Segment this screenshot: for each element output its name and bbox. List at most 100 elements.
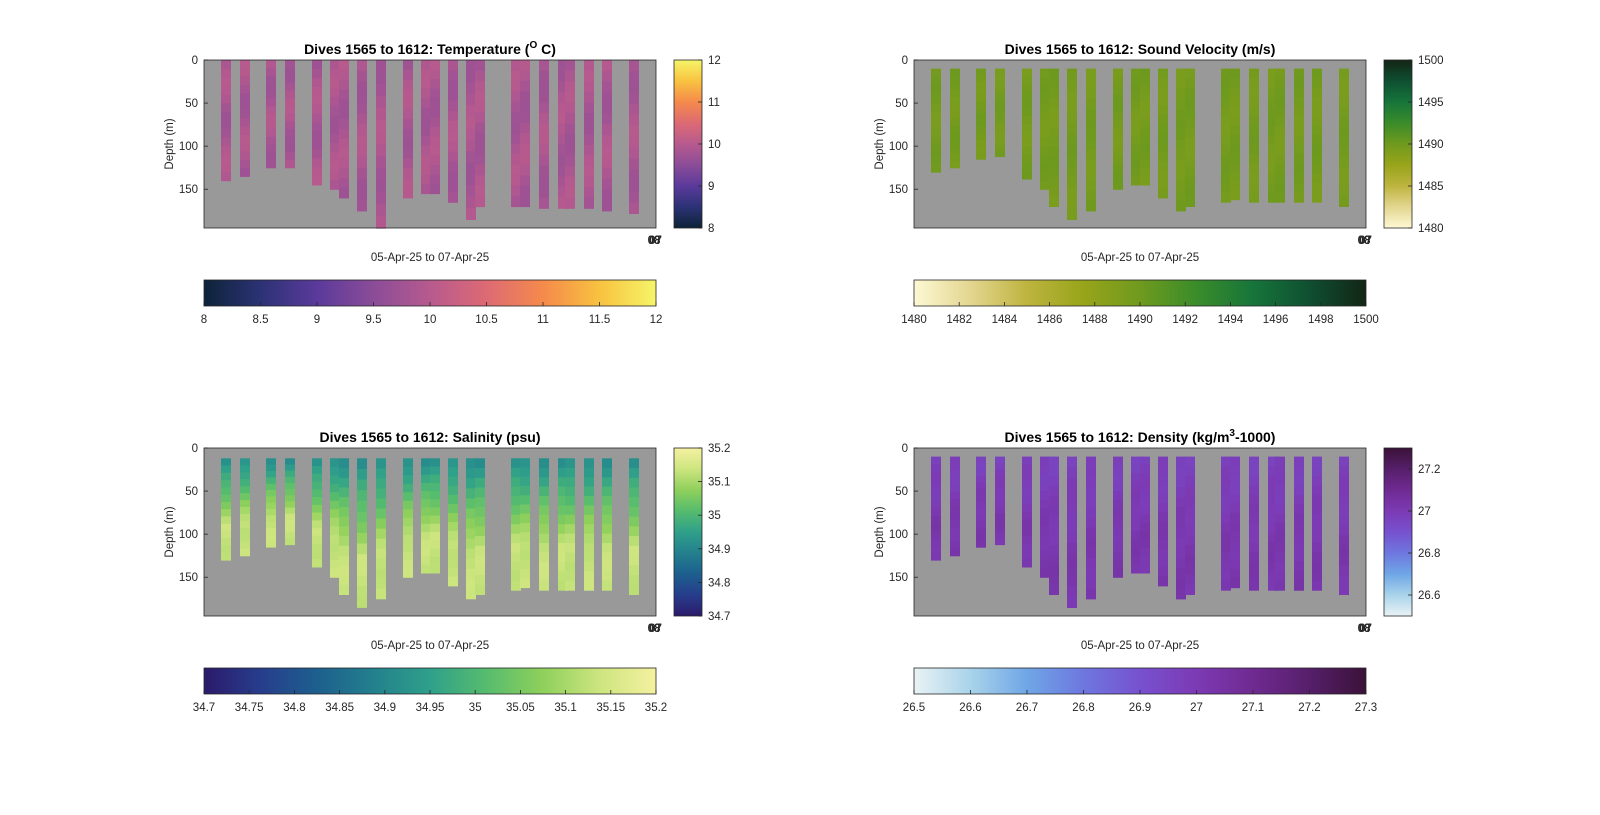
profile-cell <box>240 84 250 94</box>
profile-cell <box>995 87 1005 95</box>
profile-cell <box>1339 476 1349 487</box>
profile-cell <box>430 466 440 476</box>
profile-cell <box>430 523 440 533</box>
profile-cell <box>976 94 986 102</box>
profile-cell <box>376 478 386 489</box>
profile-cell <box>1185 535 1195 546</box>
profile-cell <box>1113 508 1123 518</box>
profile-cell <box>1113 473 1123 483</box>
profile-cell <box>602 60 612 72</box>
profile-cell <box>1158 548 1168 559</box>
profile-cell <box>1040 85 1050 95</box>
profile-cell <box>448 576 458 587</box>
profile-cell <box>403 168 413 179</box>
profile-cell <box>931 98 941 107</box>
profile-cell <box>1275 571 1285 582</box>
profile-cell <box>539 467 549 478</box>
profile-cell <box>266 121 276 130</box>
profile-cell <box>1249 192 1259 203</box>
profile-cell <box>330 69 340 79</box>
profile-cell <box>950 160 960 169</box>
y-axis-label: Depth (m) <box>874 506 886 557</box>
profile-cell <box>629 497 639 508</box>
profile-cell <box>995 513 1005 520</box>
profile-cell <box>1022 488 1032 497</box>
profile-cell <box>266 534 276 542</box>
profile-cell <box>403 99 413 110</box>
profile-cell <box>403 568 413 578</box>
profile-cell <box>285 513 295 521</box>
profile-cell <box>266 471 276 478</box>
profile-cell <box>266 67 276 76</box>
profile-cell <box>1176 78 1186 90</box>
profile-cell <box>1268 485 1278 496</box>
profile-cell <box>421 482 431 492</box>
profile-cell <box>629 136 639 149</box>
profile-cell <box>1067 100 1077 113</box>
profile-cell <box>1022 519 1032 529</box>
y-tick-label: 50 <box>895 98 908 110</box>
profile-cell <box>421 548 431 558</box>
profile-cell <box>376 468 386 479</box>
profile-cell <box>511 91 521 103</box>
profile-cell <box>403 69 413 81</box>
chart-title: Dives 1565 to 1612: Sound Velocity (m/s) <box>1005 41 1276 57</box>
profile-cell <box>539 524 549 535</box>
bottom-colorbar-label: 27 <box>1190 702 1203 714</box>
profile-cell <box>1067 553 1077 565</box>
profile-cell <box>221 94 231 104</box>
profile-cell <box>1067 187 1077 199</box>
profile-cell <box>602 146 612 158</box>
bottom-colorbar-label: 27.2 <box>1298 702 1320 714</box>
profile-cell <box>221 487 231 496</box>
profile-cell <box>330 133 340 144</box>
profile-cell <box>1312 78 1322 89</box>
profile-cell <box>1131 151 1141 161</box>
profile-cell <box>403 60 413 71</box>
profile-cell <box>1185 555 1195 566</box>
profile-cell <box>1040 499 1050 509</box>
profile-cell <box>1230 512 1240 523</box>
profile-cell <box>339 507 349 518</box>
profile-cell <box>602 156 612 169</box>
profile-cell <box>357 479 367 491</box>
profile-cell <box>466 196 476 209</box>
profile-cell <box>1230 531 1240 542</box>
profile-cell <box>539 552 549 563</box>
profile-cell <box>339 89 349 100</box>
profile-cell <box>995 488 1005 495</box>
profile-cell <box>629 526 639 537</box>
profile-cell <box>312 512 322 521</box>
profile-cell <box>1275 135 1285 146</box>
profile-cell <box>330 543 340 553</box>
profile-cell <box>448 60 458 71</box>
profile-cell <box>602 178 612 190</box>
bottom-colorbar-label: 34.75 <box>235 702 264 714</box>
profile-cell <box>931 149 941 158</box>
y-tick-label: 100 <box>889 141 908 153</box>
profile-cell <box>1312 580 1322 591</box>
profile-cell <box>1185 108 1195 119</box>
profile-cell <box>1185 456 1195 467</box>
profile-cell <box>1185 78 1195 89</box>
profile-cell <box>558 505 568 516</box>
profile-cell <box>950 75 960 84</box>
profile-cell <box>285 106 295 115</box>
profile-cell <box>1294 552 1304 563</box>
y-tick-label: 0 <box>902 55 908 67</box>
profile-cell <box>1067 122 1077 134</box>
profile-cell <box>475 196 485 208</box>
profile-cell <box>1230 568 1240 579</box>
profile-cell <box>1230 143 1240 154</box>
profile-cell <box>1294 183 1304 194</box>
profile-cell <box>931 76 941 84</box>
profile-cell <box>448 90 458 102</box>
profile-cell <box>602 135 612 147</box>
profile-cell <box>584 458 594 469</box>
profile-cell <box>511 60 521 72</box>
profile-cell <box>475 536 485 547</box>
profile-cell <box>931 112 941 121</box>
profile-cell <box>240 134 250 144</box>
profile-cell <box>565 91 575 103</box>
profile-cell <box>950 146 960 155</box>
